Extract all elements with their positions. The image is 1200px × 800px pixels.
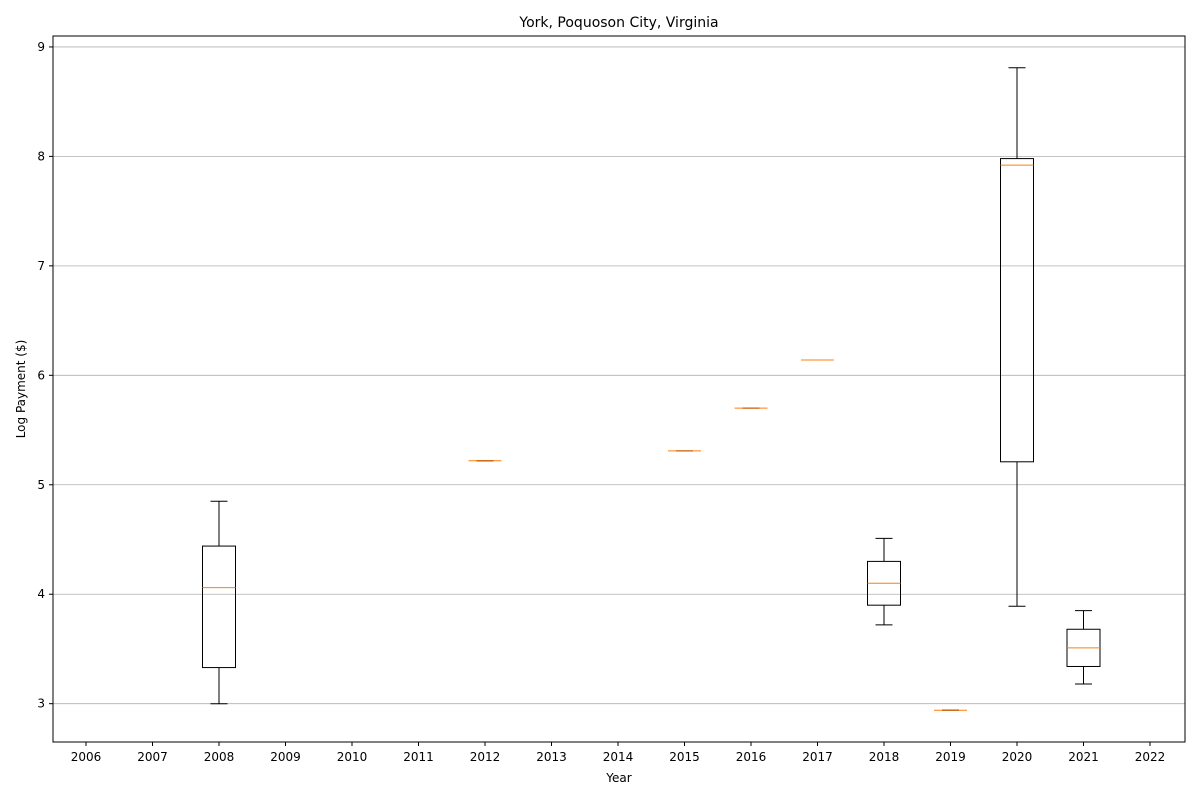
box-group-2020	[1000, 67, 1034, 607]
y-axis-label: Log Payment ($)	[14, 340, 28, 439]
x-tick-label: 2020	[1002, 750, 1033, 764]
x-tick-label: 2014	[603, 750, 634, 764]
y-tick-label: 7	[37, 259, 45, 273]
x-tick-label: 2015	[669, 750, 700, 764]
x-tick-label: 2006	[71, 750, 102, 764]
x-tick-label: 2019	[935, 750, 966, 764]
boxes	[202, 67, 1101, 711]
x-tick-label: 2021	[1068, 750, 1099, 764]
x-tick-label: 2022	[1135, 750, 1166, 764]
x-tick-label: 2009	[270, 750, 301, 764]
y-tick-label: 8	[37, 149, 45, 163]
y-tick-label: 4	[37, 587, 45, 601]
box-group-2021	[1066, 610, 1101, 685]
y-tick-label: 6	[37, 368, 45, 382]
box-group-2008	[202, 500, 236, 705]
gridlines	[53, 46, 1185, 705]
x-tick-label: 2007	[137, 750, 168, 764]
x-axis-label: Year	[605, 771, 631, 785]
x-tick-label: 2008	[204, 750, 235, 764]
y-axis: 3 4 5 6 7 8 9	[37, 40, 53, 711]
x-tick-label: 2010	[337, 750, 368, 764]
iqr-box	[202, 545, 236, 669]
x-tick-label: 2011	[403, 750, 434, 764]
plot-frame	[52, 35, 1186, 743]
x-tick-label: 2018	[869, 750, 900, 764]
x-tick-label: 2016	[736, 750, 767, 764]
x-tick-label: 2012	[470, 750, 501, 764]
y-tick-label: 5	[37, 478, 45, 492]
box-group-2018	[867, 537, 901, 626]
iqr-box	[1000, 158, 1034, 463]
x-tick-label: 2013	[536, 750, 567, 764]
chart-title: York, Poquoson City, Virginia	[518, 15, 718, 31]
x-axis: 2006 2007 2008 2009 2010 2011 2012 2013 2014 2015…	[71, 742, 1166, 764]
y-tick-label: 3	[37, 697, 45, 711]
y-tick-label: 9	[37, 40, 45, 54]
x-tick-label: 2017	[802, 750, 833, 764]
